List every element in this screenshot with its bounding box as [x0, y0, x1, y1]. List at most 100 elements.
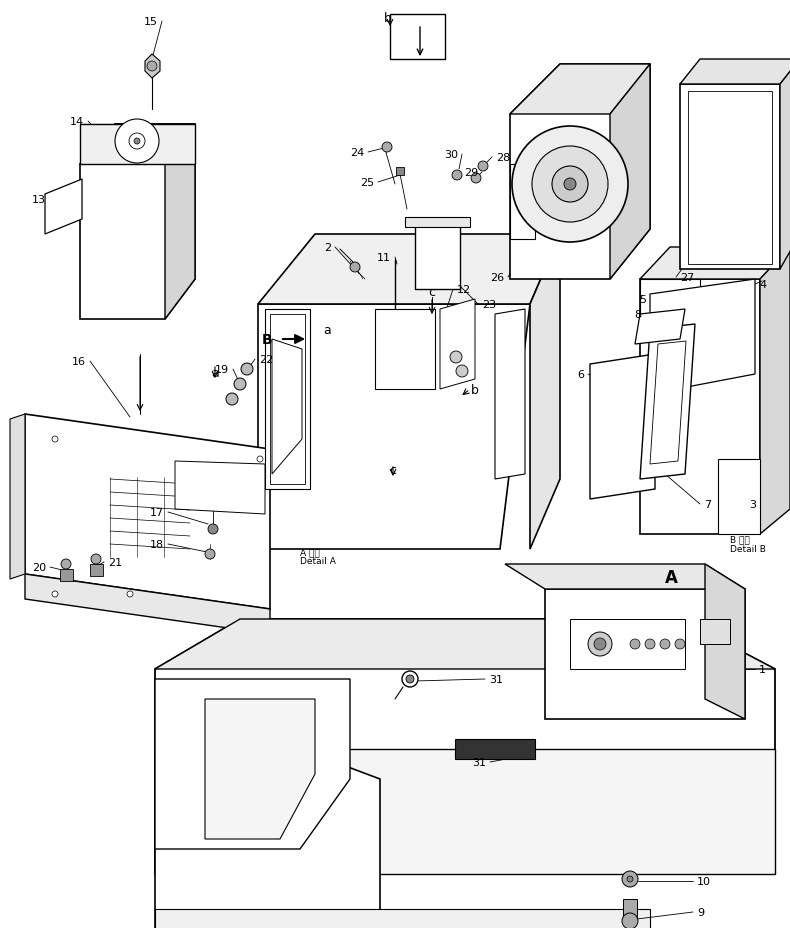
Polygon shape	[25, 415, 270, 610]
Polygon shape	[205, 699, 315, 839]
Text: B 詳細: B 詳細	[730, 535, 750, 544]
Polygon shape	[455, 740, 535, 759]
Circle shape	[127, 591, 133, 598]
Text: b: b	[471, 383, 479, 396]
Polygon shape	[680, 60, 790, 84]
Circle shape	[147, 62, 157, 72]
Polygon shape	[165, 125, 195, 319]
Polygon shape	[590, 354, 655, 499]
Polygon shape	[80, 125, 195, 165]
Circle shape	[350, 263, 360, 273]
Text: 12: 12	[457, 285, 471, 295]
Text: 28: 28	[496, 153, 510, 162]
Text: 13: 13	[32, 195, 46, 205]
Text: 7: 7	[704, 499, 711, 509]
Circle shape	[478, 161, 488, 172]
Text: 19: 19	[215, 365, 229, 375]
Text: 10: 10	[697, 876, 711, 886]
Circle shape	[52, 436, 58, 443]
Text: 3: 3	[749, 499, 756, 509]
Circle shape	[402, 671, 418, 688]
Circle shape	[588, 632, 612, 656]
Polygon shape	[760, 248, 790, 535]
Circle shape	[234, 379, 246, 391]
Text: Detail A: Detail A	[300, 557, 336, 566]
Circle shape	[382, 143, 392, 153]
Circle shape	[61, 560, 71, 570]
Circle shape	[622, 871, 638, 887]
Circle shape	[627, 876, 633, 882]
Polygon shape	[495, 310, 525, 480]
Polygon shape	[700, 619, 730, 644]
Polygon shape	[570, 619, 685, 669]
Circle shape	[675, 639, 685, 650]
Polygon shape	[415, 225, 460, 290]
Text: 29: 29	[464, 168, 478, 178]
Text: A: A	[665, 568, 678, 586]
Polygon shape	[270, 315, 305, 484]
Circle shape	[564, 179, 576, 191]
Polygon shape	[640, 248, 790, 279]
Polygon shape	[440, 300, 475, 390]
Polygon shape	[396, 168, 404, 175]
Circle shape	[129, 134, 145, 149]
Polygon shape	[375, 310, 435, 390]
Text: 5: 5	[639, 295, 646, 304]
Polygon shape	[510, 165, 535, 239]
Polygon shape	[610, 65, 650, 279]
Text: a: a	[323, 323, 331, 336]
Circle shape	[594, 638, 606, 651]
Text: 31: 31	[489, 675, 503, 684]
Circle shape	[552, 167, 588, 203]
Text: 11: 11	[377, 252, 391, 263]
Polygon shape	[650, 342, 686, 465]
Polygon shape	[640, 325, 695, 480]
Circle shape	[456, 366, 468, 378]
Polygon shape	[650, 279, 755, 394]
Text: 9: 9	[697, 907, 704, 917]
Text: a: a	[211, 367, 219, 380]
Text: c: c	[428, 285, 435, 298]
Circle shape	[115, 120, 159, 164]
Polygon shape	[405, 218, 470, 227]
Polygon shape	[155, 619, 775, 669]
Circle shape	[630, 639, 640, 650]
Text: 2: 2	[324, 243, 331, 252]
Polygon shape	[265, 310, 310, 489]
Text: b: b	[384, 11, 392, 24]
Polygon shape	[145, 55, 160, 79]
Polygon shape	[195, 749, 775, 874]
Text: 4: 4	[759, 279, 766, 290]
Polygon shape	[10, 415, 25, 579]
Text: 27: 27	[680, 273, 694, 283]
Circle shape	[452, 171, 462, 181]
Text: А 詳細: А 詳細	[300, 548, 320, 557]
Polygon shape	[175, 461, 265, 514]
Text: 1: 1	[759, 664, 766, 675]
Polygon shape	[155, 909, 650, 928]
Circle shape	[91, 554, 101, 564]
Polygon shape	[545, 589, 745, 719]
Text: 30: 30	[444, 149, 458, 160]
Polygon shape	[80, 125, 195, 319]
Text: 15: 15	[144, 17, 158, 27]
Text: 21: 21	[108, 558, 122, 567]
Circle shape	[52, 591, 58, 598]
Circle shape	[257, 457, 263, 462]
Text: c: c	[389, 463, 397, 476]
Polygon shape	[155, 749, 380, 928]
Text: 14: 14	[70, 117, 84, 127]
Polygon shape	[510, 65, 650, 115]
Polygon shape	[623, 899, 637, 919]
Text: 6: 6	[577, 369, 584, 380]
Polygon shape	[635, 310, 685, 344]
Polygon shape	[258, 304, 530, 549]
Circle shape	[241, 364, 253, 376]
Circle shape	[532, 147, 608, 223]
Polygon shape	[510, 65, 650, 279]
Circle shape	[450, 352, 462, 364]
Polygon shape	[60, 570, 73, 581]
Circle shape	[660, 639, 670, 650]
Polygon shape	[680, 84, 780, 270]
Polygon shape	[155, 619, 775, 874]
